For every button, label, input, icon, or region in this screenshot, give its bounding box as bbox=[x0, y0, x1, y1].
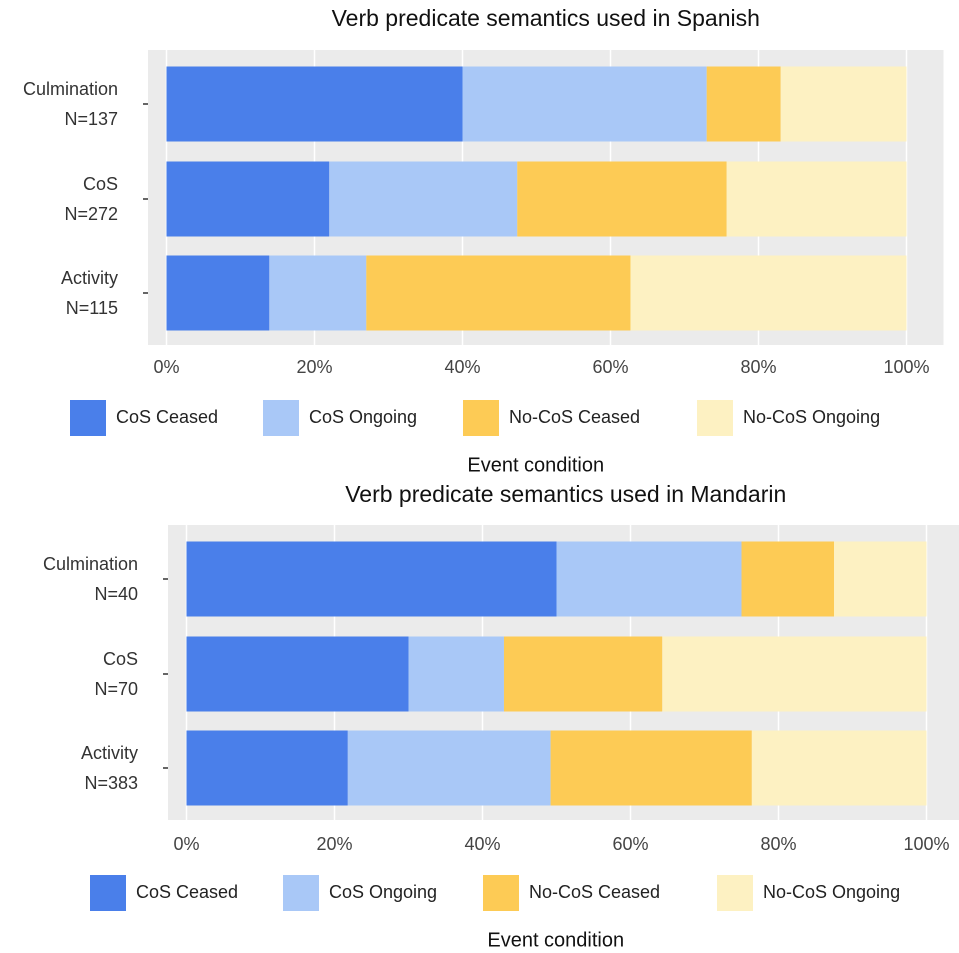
chart-title: Verb predicate semantics used in Mandari… bbox=[345, 481, 786, 507]
bar-segment bbox=[408, 636, 504, 712]
bar-segment bbox=[186, 730, 348, 806]
x-tick-label: 0% bbox=[173, 834, 199, 854]
x-tick-label: 60% bbox=[592, 357, 628, 377]
bar-segment bbox=[166, 255, 270, 331]
legend-key bbox=[697, 400, 733, 436]
legend-key bbox=[283, 875, 319, 911]
legend-key bbox=[483, 875, 519, 911]
bar-segment bbox=[186, 541, 557, 617]
chart-title: Verb predicate semantics used in Spanish bbox=[332, 5, 760, 31]
bar-segment bbox=[166, 161, 330, 237]
bar-segment bbox=[166, 66, 463, 142]
bar-segment bbox=[834, 541, 927, 617]
y-tick-label: Activity N=115 bbox=[60, 268, 118, 318]
bar-segment bbox=[347, 730, 551, 806]
bar-segment bbox=[751, 730, 927, 806]
bar-segment bbox=[741, 541, 834, 617]
bar-segment bbox=[269, 255, 367, 331]
bar-segment bbox=[186, 636, 409, 712]
y-tick-label: Culmination N=40 bbox=[42, 554, 138, 604]
bar-segment bbox=[366, 255, 631, 331]
x-axis-label: Event condition bbox=[467, 454, 604, 476]
x-tick-label: 80% bbox=[740, 357, 776, 377]
legend-key bbox=[263, 400, 299, 436]
y-tick-label: Culmination N=137 bbox=[22, 79, 118, 129]
x-tick-label: 100% bbox=[903, 834, 949, 854]
legend-key bbox=[717, 875, 753, 911]
y-tick-label: Activity N=383 bbox=[80, 743, 138, 793]
bar-segment bbox=[503, 636, 663, 712]
bar-segment bbox=[662, 636, 927, 712]
x-tick-label: 40% bbox=[444, 357, 480, 377]
x-tick-label: 100% bbox=[883, 357, 929, 377]
legend-key bbox=[463, 400, 499, 436]
legend-key bbox=[90, 875, 126, 911]
x-tick-label: 20% bbox=[296, 357, 332, 377]
y-tick-label: CoS N=272 bbox=[64, 174, 118, 224]
legend-label: CoS Ongoing bbox=[309, 407, 417, 427]
bar-segment bbox=[556, 541, 742, 617]
legend-label: No-CoS Ongoing bbox=[763, 882, 900, 902]
bar-segment bbox=[517, 161, 727, 237]
x-tick-label: 20% bbox=[316, 834, 352, 854]
legend-label: CoS Ongoing bbox=[329, 882, 437, 902]
legend-label: CoS Ceased bbox=[116, 407, 218, 427]
legend-label: No-CoS Ongoing bbox=[743, 407, 880, 427]
bar-segment bbox=[462, 66, 707, 142]
bar-segment bbox=[706, 66, 781, 142]
x-tick-label: 40% bbox=[464, 834, 500, 854]
bar-segment bbox=[780, 66, 907, 142]
x-tick-label: 0% bbox=[153, 357, 179, 377]
y-tick-label: CoS N=70 bbox=[94, 649, 138, 699]
bar-segment bbox=[726, 161, 907, 237]
x-axis-label: Event condition bbox=[487, 929, 624, 951]
legend-label: No-CoS Ceased bbox=[509, 407, 640, 427]
x-tick-label: 60% bbox=[612, 834, 648, 854]
bar-segment bbox=[630, 255, 907, 331]
legend-label: No-CoS Ceased bbox=[529, 882, 660, 902]
bar-segment bbox=[550, 730, 752, 806]
legend-label: CoS Ceased bbox=[136, 882, 238, 902]
bar-segment bbox=[329, 161, 518, 237]
x-tick-label: 80% bbox=[760, 834, 796, 854]
legend-key bbox=[70, 400, 106, 436]
